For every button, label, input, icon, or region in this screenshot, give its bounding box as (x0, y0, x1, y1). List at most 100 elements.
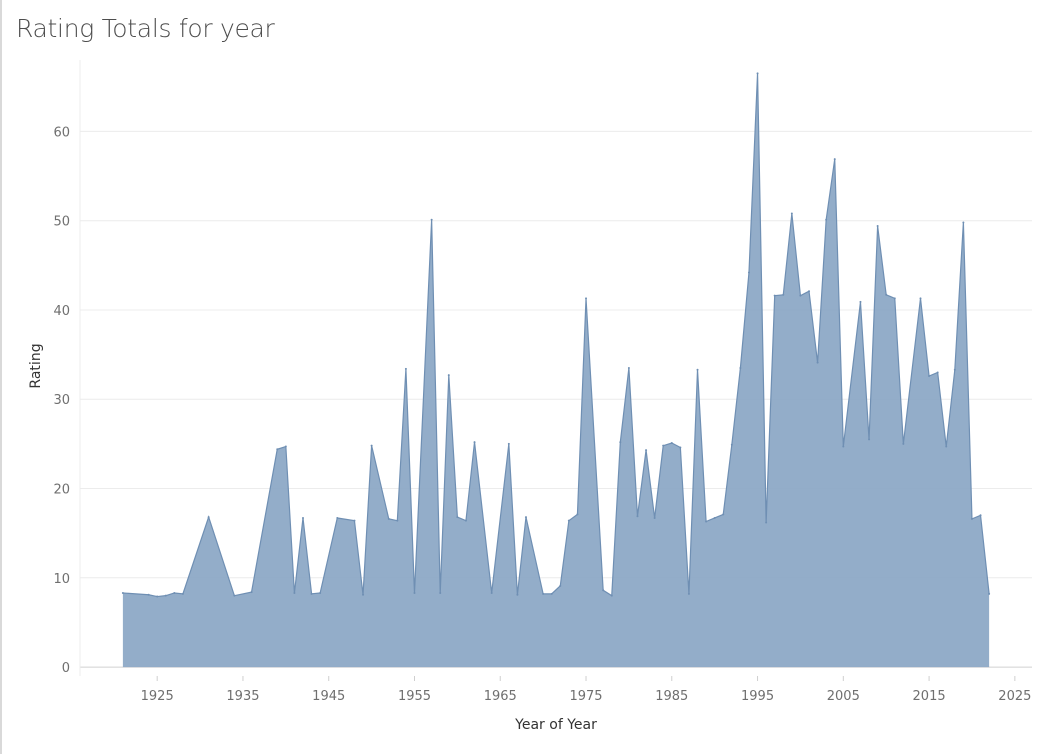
data-point-1991[interactable] (722, 513, 725, 516)
y-tick-label-50: 50 (53, 215, 70, 230)
data-point-1971[interactable] (550, 592, 553, 595)
data-point-1981[interactable] (636, 515, 639, 518)
data-point-2014[interactable] (919, 297, 922, 300)
data-point-1996[interactable] (765, 521, 768, 524)
data-point-1931[interactable] (207, 516, 210, 519)
y-axis-ticks: 0 10 20 30 40 50 60 (53, 125, 70, 676)
data-point-2017[interactable] (945, 445, 948, 448)
data-point-2011[interactable] (893, 297, 896, 300)
data-point-1946[interactable] (336, 516, 339, 519)
data-point-1997[interactable] (773, 294, 776, 297)
data-point-1987[interactable] (687, 592, 690, 595)
data-point-2012[interactable] (902, 442, 905, 445)
data-point-1942[interactable] (301, 516, 304, 519)
data-point-2003[interactable] (825, 218, 828, 221)
data-point-1968[interactable] (524, 516, 527, 519)
data-point-1941[interactable] (293, 591, 296, 594)
data-point-2002[interactable] (816, 361, 819, 364)
data-point-1988[interactable] (696, 368, 699, 371)
data-point-1972[interactable] (559, 584, 562, 587)
y-axis-title: Rating (28, 343, 44, 388)
x-tick-label-1975: 1975 (569, 689, 602, 704)
data-point-1970[interactable] (542, 592, 545, 595)
data-point-1989[interactable] (705, 520, 708, 523)
y-tick-label-30: 30 (53, 393, 70, 408)
data-point-2016[interactable] (936, 371, 939, 374)
data-point-1961[interactable] (464, 519, 467, 522)
data-point-1939[interactable] (276, 448, 279, 451)
data-point-2021[interactable] (979, 514, 982, 517)
data-point-1978[interactable] (610, 594, 613, 597)
y-tick-label-60: 60 (53, 125, 70, 140)
data-point-2008[interactable] (868, 438, 871, 441)
data-point-1993[interactable] (739, 367, 742, 369)
x-tick-label-2025: 2025 (998, 689, 1031, 704)
data-point-2007[interactable] (859, 300, 862, 303)
data-point-1921[interactable] (121, 591, 124, 594)
data-point-2018[interactable] (953, 368, 956, 371)
data-point-1975[interactable] (585, 297, 588, 300)
data-point-1952[interactable] (387, 517, 390, 520)
data-point-1999[interactable] (790, 212, 793, 215)
data-point-1995[interactable] (756, 72, 759, 75)
data-point-1936[interactable] (250, 591, 253, 594)
data-point-1926[interactable] (164, 594, 167, 597)
data-point-1962[interactable] (473, 441, 476, 444)
y-tick-label-20: 20 (53, 483, 70, 498)
data-point-1994[interactable] (747, 271, 750, 274)
data-point-1966[interactable] (507, 442, 510, 445)
data-point-2010[interactable] (885, 293, 888, 296)
data-point-1934[interactable] (233, 594, 236, 597)
data-point-1980[interactable] (627, 367, 630, 369)
data-point-1959[interactable] (447, 374, 450, 377)
data-point-1955[interactable] (413, 591, 416, 594)
data-point-1983[interactable] (653, 516, 656, 519)
data-point-1985[interactable] (670, 441, 673, 444)
data-point-1928[interactable] (181, 592, 184, 595)
data-point-1943[interactable] (310, 592, 313, 595)
area-series (121, 72, 991, 668)
data-point-1927[interactable] (173, 591, 176, 594)
data-point-1973[interactable] (567, 519, 570, 522)
data-point-1950[interactable] (370, 444, 373, 447)
data-point-1960[interactable] (456, 516, 459, 519)
data-point-1924[interactable] (147, 593, 150, 596)
x-tick-label-1995: 1995 (741, 689, 774, 704)
data-point-1949[interactable] (362, 593, 365, 596)
data-point-1954[interactable] (404, 367, 407, 370)
data-point-2009[interactable] (876, 225, 879, 228)
data-point-1925[interactable] (156, 595, 159, 598)
data-point-1957[interactable] (430, 218, 433, 221)
data-point-2022[interactable] (988, 592, 991, 595)
data-point-1998[interactable] (782, 293, 785, 296)
data-point-1982[interactable] (645, 449, 648, 452)
x-tick-label-1945: 1945 (312, 689, 345, 704)
data-point-1964[interactable] (490, 591, 493, 594)
data-point-1958[interactable] (439, 591, 442, 594)
data-point-1984[interactable] (662, 444, 665, 447)
data-point-1944[interactable] (319, 591, 322, 594)
data-point-1990[interactable] (713, 516, 716, 519)
data-point-1979[interactable] (619, 441, 622, 444)
data-point-1986[interactable] (679, 446, 682, 449)
y-tick-label-40: 40 (53, 304, 70, 319)
data-point-1974[interactable] (576, 513, 579, 516)
data-point-1940[interactable] (284, 445, 287, 448)
data-point-1948[interactable] (353, 519, 356, 522)
data-point-2005[interactable] (842, 445, 845, 448)
data-point-2004[interactable] (833, 158, 836, 161)
data-point-2019[interactable] (962, 221, 965, 224)
data-point-1967[interactable] (516, 593, 519, 596)
x-tick-label-2005: 2005 (827, 689, 860, 704)
data-point-1977[interactable] (602, 589, 605, 592)
data-point-2001[interactable] (808, 290, 811, 293)
data-point-2020[interactable] (970, 517, 973, 520)
data-point-1992[interactable] (730, 443, 733, 446)
data-point-1953[interactable] (396, 519, 399, 522)
x-tick-label-1925: 1925 (141, 689, 174, 704)
x-tick-label-2015: 2015 (913, 689, 946, 704)
data-point-2015[interactable] (928, 375, 931, 378)
y-tick-label-10: 10 (53, 572, 70, 587)
data-point-2000[interactable] (799, 294, 802, 297)
